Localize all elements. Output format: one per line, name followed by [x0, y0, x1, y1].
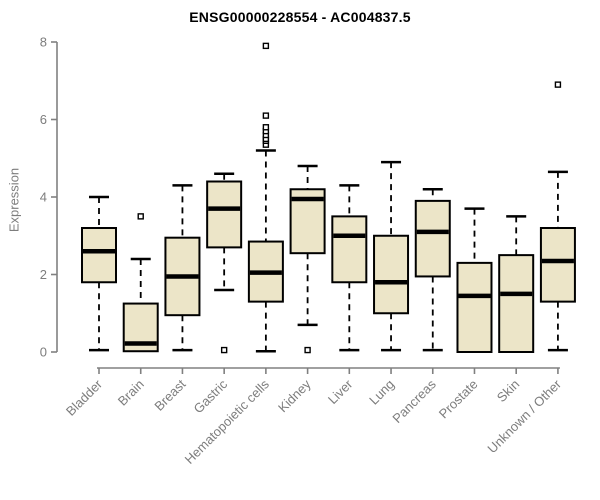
x-tick-label-kidney: Kidney: [275, 376, 314, 415]
y-tick-label: 6: [40, 112, 47, 127]
box-gastric: [206, 180, 243, 249]
box-pancreas: [414, 199, 451, 278]
outlier-unknown-other: [554, 81, 562, 88]
outlier-brain: [137, 213, 144, 220]
x-tick-label-brain: Brain: [115, 377, 147, 409]
chart-title: ENSG00000228554 - AC004837.5: [189, 9, 411, 25]
y-tick-label: 4: [40, 190, 47, 205]
x-tick-label-liver: Liver: [325, 376, 356, 407]
x-tick-label-unknown-other: Unknown / Other: [484, 376, 564, 456]
y-tick-label: 8: [40, 35, 47, 50]
outlier-hematopoietic-cells: [262, 42, 270, 50]
outlier-kidney: [304, 346, 311, 354]
box-bladder: [81, 227, 117, 284]
box-skin: [498, 254, 535, 353]
box-unknown-other: [539, 227, 576, 303]
x-tick-label-breast: Breast: [151, 376, 188, 413]
y-tick-label: 0: [40, 345, 47, 360]
x-tick-label-bladder: Bladder: [63, 376, 106, 419]
outlier-hematopoietic-cells: [262, 112, 270, 119]
y-tick-label: 2: [40, 267, 47, 282]
x-tick-label-gastric: Gastric: [191, 376, 231, 416]
box-liver: [331, 215, 368, 284]
box-prostate: [456, 261, 493, 353]
x-tick-label-lung: Lung: [366, 377, 397, 408]
x-tick-label-prostate: Prostate: [436, 377, 481, 422]
box-lung: [373, 234, 410, 315]
x-tick-label-skin: Skin: [494, 377, 522, 405]
outlier-hematopoietic-cells: [262, 124, 270, 131]
outlier-gastric: [220, 346, 228, 354]
x-tick-label-pancreas: Pancreas: [389, 376, 439, 426]
